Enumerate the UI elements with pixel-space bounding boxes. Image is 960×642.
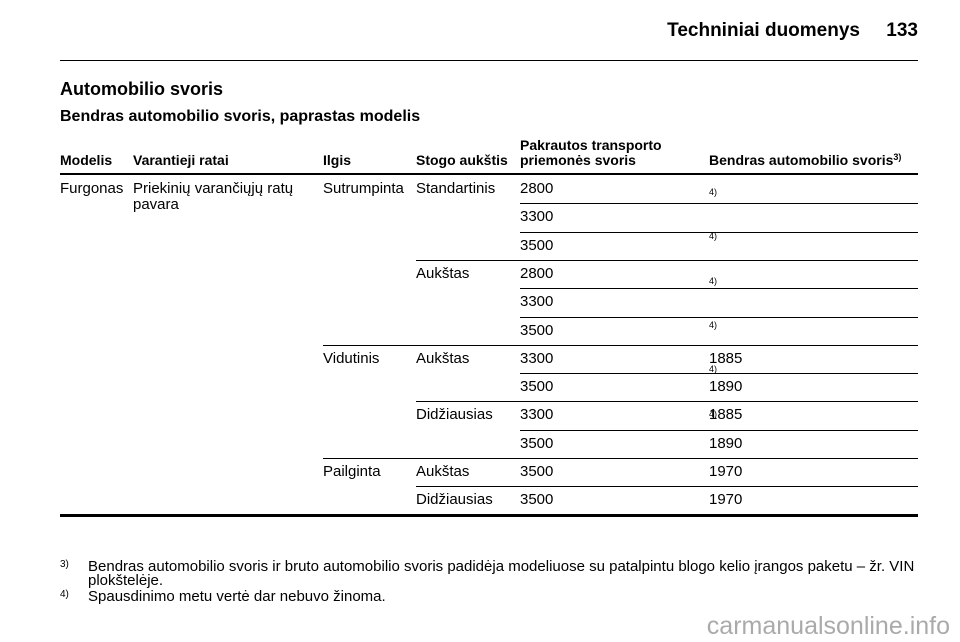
cell-total: 1890 [709, 378, 743, 396]
cell-load: 3500 [520, 378, 554, 396]
cell-roof: Didžiausias [416, 491, 493, 509]
row-rule [520, 429, 918, 431]
cell-load: 3300 [520, 208, 554, 226]
cell-total: 1970 [709, 491, 743, 509]
cell-load: 2800 [520, 180, 554, 197]
column-header: Pakrautos transporto priemonės svoris [520, 137, 662, 168]
cell-length: Vidutinis [323, 349, 380, 367]
cell-total: 1885 [709, 406, 743, 424]
cell-load: 2800 [520, 264, 554, 282]
footnote-mark: 3) [60, 559, 69, 570]
row-rule [416, 401, 918, 403]
footnote-ref: 4) [709, 319, 718, 330]
cell-load: 3500 [520, 491, 554, 509]
column-header: Stogo aukštis [416, 152, 508, 168]
footnote-ref: 3) [893, 152, 902, 162]
cell-load: 3300 [520, 349, 554, 367]
row-rule [520, 203, 918, 205]
footnote-ref: 4) [709, 364, 718, 375]
cell-total: 1890 [709, 434, 743, 452]
row-rule [416, 259, 918, 261]
footnote-ref: 4) [709, 187, 718, 197]
column-header: Modelis [60, 152, 113, 168]
section-title: Automobilio svoris [60, 79, 224, 99]
column-header: Ilgis [323, 152, 352, 168]
footnote-text: Spausdinimo metu vertė dar nebuvo žinoma… [88, 588, 386, 605]
footnote-mark: 4) [60, 589, 69, 600]
row-rule [323, 344, 918, 346]
row-rule [520, 373, 918, 375]
header-rule [60, 173, 918, 175]
cell-load: 3300 [520, 406, 554, 424]
row-rule [323, 458, 918, 459]
section-subtitle: Bendras automobilio svoris, paprastas mo… [60, 108, 421, 125]
row-rule [416, 486, 918, 488]
row-rule [520, 316, 918, 318]
footnote-text: Bendras automobilio svoris ir bruto auto… [88, 558, 915, 589]
row-rule [520, 288, 918, 290]
cell-roof: Standartinis [416, 180, 496, 197]
watermark: carmanualsonline.info [706, 612, 950, 640]
cell-load: 3300 [520, 293, 554, 311]
cell-load: 3500 [520, 434, 554, 452]
table-bottom-rule [60, 513, 918, 517]
header-rule [60, 60, 918, 61]
cell-load: 3500 [520, 321, 554, 339]
column-header: Varantieji ratai [133, 152, 229, 168]
footnote-ref: 4) [709, 275, 718, 286]
cell-roof: Aukštas [416, 349, 470, 367]
cell-roof: Aukštas [416, 463, 470, 480]
footnote-ref: 4) [709, 231, 718, 242]
cell-load: 3500 [520, 236, 554, 254]
header-title: Techniniai duomenys [667, 20, 860, 41]
cell-roof: Didžiausias [416, 406, 493, 424]
cell-model: Furgonas [60, 180, 124, 197]
column-header: Bendras automobilio svoris3) [709, 152, 902, 168]
cell-length: Pailginta [323, 463, 381, 480]
cell-drive: Priekinių varančiųjų ratų pavara [133, 180, 294, 213]
cell-load: 3500 [520, 463, 554, 480]
cell-roof: Aukštas [416, 264, 470, 282]
footnote-ref: 4) [709, 408, 718, 419]
page-number: 133 [886, 20, 918, 41]
table: Modelis Varantieji ratai Ilgis Stogo aukšti… [0, 0, 960, 517]
cell-length: Sutrumpinta [323, 180, 404, 197]
cell-total: 1885 [709, 349, 743, 367]
cell-total: 1970 [709, 463, 743, 480]
row-rule [520, 231, 918, 233]
